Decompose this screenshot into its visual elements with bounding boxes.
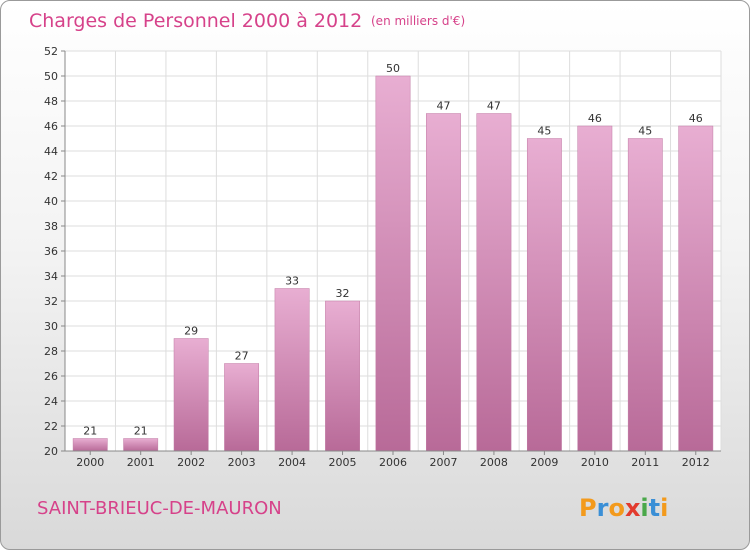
- chart-unit: (en milliers d'€): [371, 14, 465, 28]
- logo-letter: r: [597, 494, 609, 522]
- logo-letter: P: [579, 494, 597, 522]
- value-label: 50: [386, 62, 400, 75]
- x-tick-label: 2010: [581, 456, 609, 469]
- logo-letter: o: [608, 494, 625, 522]
- y-tick-label: 20: [44, 445, 58, 458]
- bar-2009: [526, 138, 562, 452]
- value-label: 33: [285, 275, 299, 288]
- y-tick-label: 46: [44, 120, 58, 133]
- axes: 20 22 24 26 28 30 32 34 36 38 40 42 44 46 48 50 52 2000 20…: [44, 45, 721, 469]
- y-tick-label: 30: [44, 320, 58, 333]
- value-label: 21: [83, 425, 97, 438]
- y-tick-label: 26: [44, 370, 58, 383]
- x-tick-label: 2006: [379, 456, 407, 469]
- value-label: 46: [689, 112, 703, 125]
- bar-2007: [426, 113, 461, 452]
- value-label: 47: [436, 100, 450, 113]
- y-tick-label: 40: [44, 195, 58, 208]
- value-label: 21: [134, 425, 148, 438]
- value-label: 29: [184, 325, 198, 338]
- chart-title: Charges de Personnel 2000 à 2012: [29, 10, 362, 32]
- y-tick-label: 42: [44, 170, 58, 183]
- y-tick-label: 48: [44, 95, 58, 108]
- bar-2000: [72, 438, 108, 452]
- value-label: 45: [537, 125, 551, 138]
- logo-letter: i: [660, 494, 668, 522]
- logo-letter: i: [640, 494, 648, 522]
- bars: 21 21 29 27 33 32 50 47 47 45 46 45 46: [72, 62, 714, 452]
- bar-2004: [274, 288, 310, 452]
- bar-2012: [678, 125, 714, 452]
- logo-letter: x: [625, 494, 641, 522]
- x-tick-label: 2008: [480, 456, 508, 469]
- bar-2001: [123, 438, 159, 452]
- bar-2006: [375, 75, 411, 452]
- x-tick-label: 2009: [530, 456, 558, 469]
- value-label: 32: [336, 287, 350, 300]
- value-label: 27: [235, 350, 249, 363]
- y-tick-label: 24: [44, 395, 58, 408]
- y-tick-label: 28: [44, 345, 58, 358]
- bar-2002: [173, 338, 209, 452]
- value-label: 45: [638, 125, 652, 138]
- y-tick-label: 22: [44, 420, 58, 433]
- y-tick-label: 52: [44, 45, 58, 58]
- bar-2005: [325, 300, 360, 452]
- x-tick-label: 2003: [228, 456, 256, 469]
- proxiti-logo: Proxiti: [579, 494, 668, 522]
- bar-2003: [224, 363, 260, 452]
- y-tick-label: 38: [44, 220, 58, 233]
- bar-2011: [627, 138, 663, 452]
- x-tick-label: 2001: [127, 456, 155, 469]
- y-tick-label: 50: [44, 70, 58, 83]
- y-tick-label: 36: [44, 245, 58, 258]
- x-tick-label: 2002: [177, 456, 205, 469]
- x-tick-label: 2011: [631, 456, 659, 469]
- x-tick-label: 2007: [429, 456, 457, 469]
- logo-letter: t: [649, 494, 660, 522]
- y-tick-label: 34: [44, 270, 58, 283]
- x-tick-label: 2005: [329, 456, 357, 469]
- x-tick-label: 2000: [76, 456, 104, 469]
- x-tick-label: 2012: [682, 456, 710, 469]
- value-label: 47: [487, 100, 501, 113]
- commune-name: SAINT-BRIEUC-DE-MAURON: [37, 498, 282, 519]
- y-tick-label: 44: [44, 145, 58, 158]
- y-tick-label: 32: [44, 295, 58, 308]
- value-label: 46: [588, 112, 602, 125]
- bar-2010: [577, 125, 613, 452]
- x-tick-label: 2004: [278, 456, 306, 469]
- bar-2008: [476, 113, 512, 452]
